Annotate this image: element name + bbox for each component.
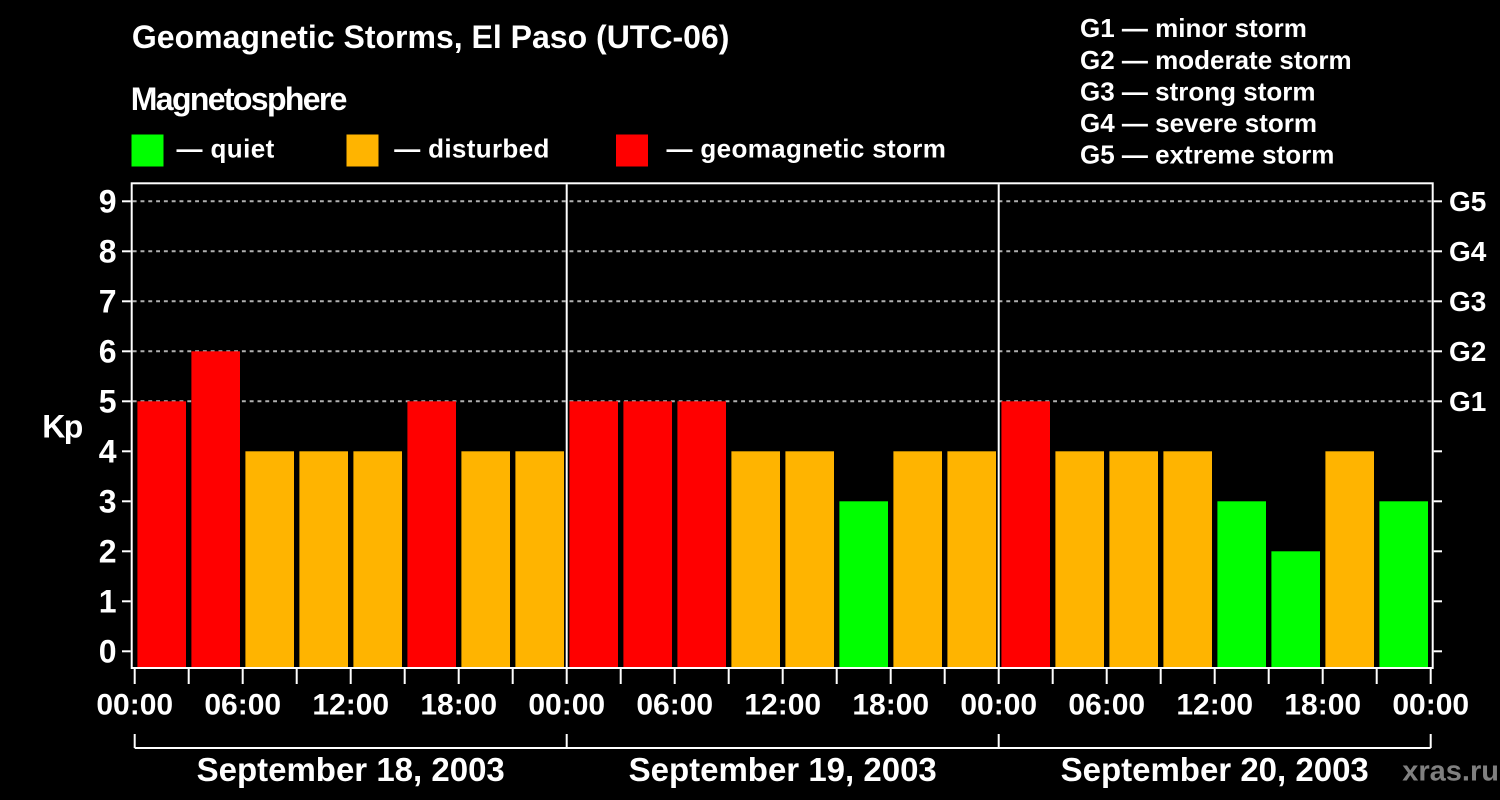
svg-text:G2 — moderate storm: G2 — moderate storm (1080, 45, 1352, 75)
svg-text:8: 8 (99, 233, 117, 269)
svg-text:06:00: 06:00 (636, 689, 713, 722)
svg-text:G1 — minor storm: G1 — minor storm (1080, 13, 1307, 43)
svg-text:4: 4 (99, 433, 117, 469)
svg-text:— geomagnetic storm: — geomagnetic storm (667, 134, 947, 164)
svg-text:18:00: 18:00 (852, 689, 929, 722)
svg-text:September 20, 2003: September 20, 2003 (1061, 751, 1369, 788)
svg-text:00:00: 00:00 (528, 689, 605, 722)
svg-text:18:00: 18:00 (420, 689, 497, 722)
svg-text:00:00: 00:00 (1392, 689, 1469, 722)
svg-text:September 19, 2003: September 19, 2003 (629, 751, 937, 788)
svg-text:G3: G3 (1449, 286, 1486, 317)
svg-text:3: 3 (99, 483, 117, 519)
svg-text:18:00: 18:00 (1284, 689, 1361, 722)
svg-text:G3 — strong storm: G3 — strong storm (1080, 76, 1315, 106)
svg-text:G5 — extreme storm: G5 — extreme storm (1080, 140, 1334, 170)
svg-text:Magnetosphere: Magnetosphere (131, 81, 347, 117)
svg-text:12:00: 12:00 (1176, 689, 1253, 722)
svg-text:Geomagnetic Storms, El Paso (U: Geomagnetic Storms, El Paso (UTC-06) (132, 19, 729, 55)
svg-text:G5: G5 (1449, 186, 1486, 217)
svg-text:5: 5 (99, 383, 117, 419)
svg-text:9: 9 (99, 183, 117, 219)
svg-text:G4 — severe storm: G4 — severe storm (1080, 108, 1317, 138)
svg-text:G1: G1 (1449, 386, 1486, 417)
svg-text:00:00: 00:00 (96, 689, 173, 722)
svg-text:06:00: 06:00 (1068, 689, 1145, 722)
svg-text:xras.ru: xras.ru (1402, 756, 1499, 788)
svg-text:Kp: Kp (42, 409, 83, 445)
svg-text:00:00: 00:00 (960, 689, 1037, 722)
svg-text:2: 2 (99, 533, 117, 569)
svg-text:6: 6 (99, 333, 117, 369)
svg-text:0: 0 (99, 633, 117, 669)
svg-text:12:00: 12:00 (744, 689, 821, 722)
svg-text:G4: G4 (1449, 236, 1487, 267)
svg-text:G2: G2 (1449, 336, 1486, 367)
svg-text:— quiet: — quiet (177, 134, 275, 164)
svg-text:06:00: 06:00 (204, 689, 281, 722)
svg-text:12:00: 12:00 (312, 689, 389, 722)
svg-text:7: 7 (99, 283, 117, 319)
svg-text:1: 1 (99, 583, 117, 619)
svg-text:September 18, 2003: September 18, 2003 (197, 751, 505, 788)
svg-text:— disturbed: — disturbed (394, 134, 550, 164)
